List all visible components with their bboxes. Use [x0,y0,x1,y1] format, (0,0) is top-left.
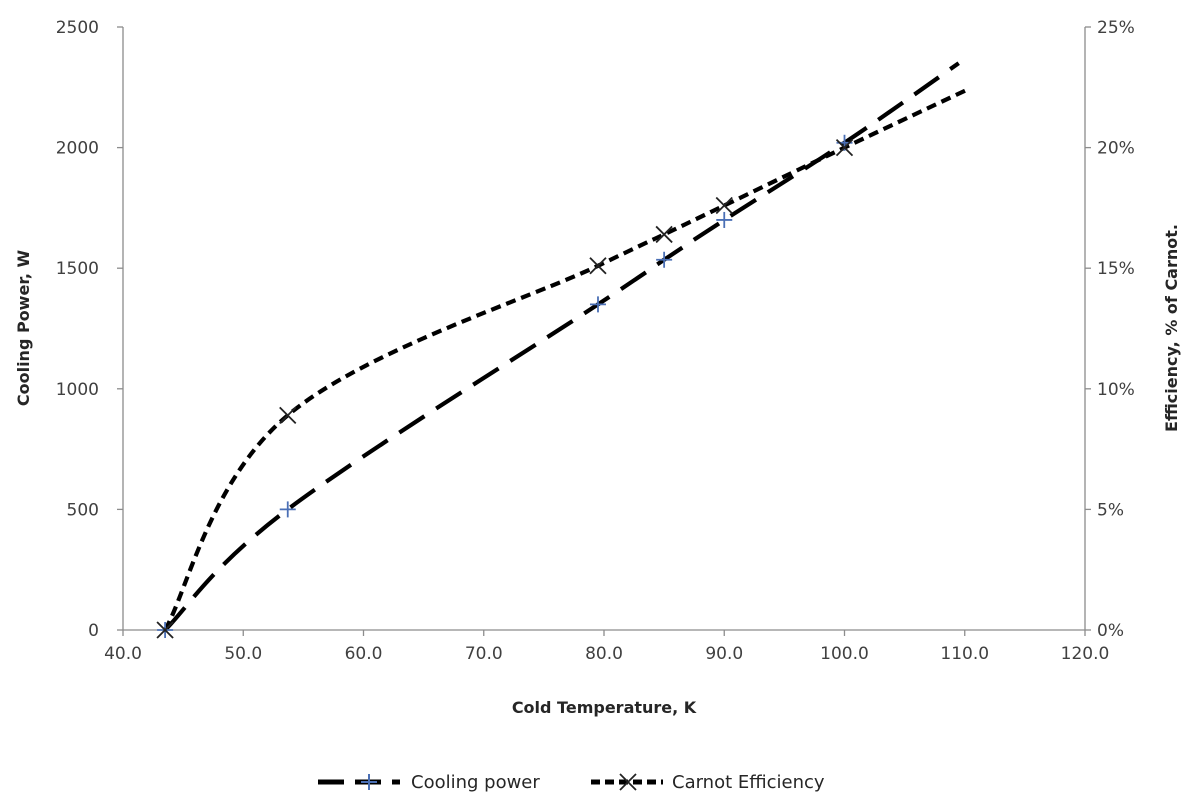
x-tick-label: 110.0 [940,644,989,664]
data-point-carnot-efficiency [715,196,733,215]
y-tick-label: 1500 [56,259,99,279]
legend: Cooling power Carnot Efficiency [318,772,825,793]
data-point-cooling-power [716,211,733,228]
y2-tick-label: 10% [1097,380,1135,400]
y-tick-label: 2500 [56,18,99,38]
data-point-carnot-efficiency [279,406,297,424]
x-axis-title: Cold Temperature, K [512,698,697,717]
x-tick-label: 80.0 [585,644,623,664]
data-point-carnot-efficiency [835,138,854,157]
legend-label-carnot-efficiency: Carnot Efficiency [672,772,825,793]
data-point-carnot-efficiency [655,225,673,244]
y2-tick-label: 5% [1097,500,1124,520]
y-tick-label: 500 [67,500,99,520]
y-tick-label: 2000 [56,139,99,159]
y2-tick-label: 15% [1097,259,1135,279]
x-tick-label: 90.0 [705,644,743,664]
ticks: 40.0 50.0 60.0 70.0 80.0 90.0 100.0 110.0 120.0 0… [56,18,1135,664]
legend-marker-carnot-efficiency [619,773,637,791]
y-axis-title-left: Cooling Power, W [14,250,33,407]
series-line-carnot-efficiency [163,87,969,632]
data-point-cooling-power [279,501,296,518]
legend-label-cooling-power: Cooling power [411,772,540,793]
data-point-carnot-efficiency [156,621,174,639]
x-tick-label: 70.0 [465,644,503,664]
series-line-cooling-power [163,61,960,632]
x-tick-label: 50.0 [224,644,262,664]
x-tick-label: 60.0 [345,644,383,664]
legend-item-carnot-efficiency: Carnot Efficiency [591,772,825,793]
y-axis-title-right: Efficiency, % of Carnot. [1162,224,1181,432]
markers-layer [156,134,854,639]
y2-tick-label: 0% [1097,621,1124,641]
axes [122,27,1086,631]
y2-tick-label: 25% [1097,18,1135,38]
series-layer [163,61,969,632]
y-tick-label: 0 [88,621,99,641]
x-tick-label: 40.0 [104,644,142,664]
y-tick-label: 1000 [56,380,99,400]
data-point-carnot-efficiency [589,257,607,275]
x-tick-label: 100.0 [820,644,869,664]
x-tick-label: 120.0 [1061,644,1110,664]
y2-tick-label: 20% [1097,139,1135,159]
data-point-cooling-power [656,251,673,268]
legend-item-cooling-power: Cooling power [318,772,540,793]
data-point-cooling-power [589,296,606,313]
legend-marker-cooling-power [361,774,377,790]
